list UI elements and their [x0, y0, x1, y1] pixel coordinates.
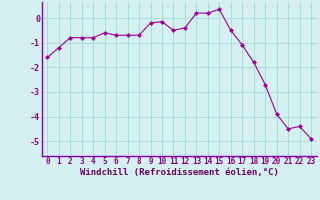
X-axis label: Windchill (Refroidissement éolien,°C): Windchill (Refroidissement éolien,°C) — [80, 168, 279, 177]
